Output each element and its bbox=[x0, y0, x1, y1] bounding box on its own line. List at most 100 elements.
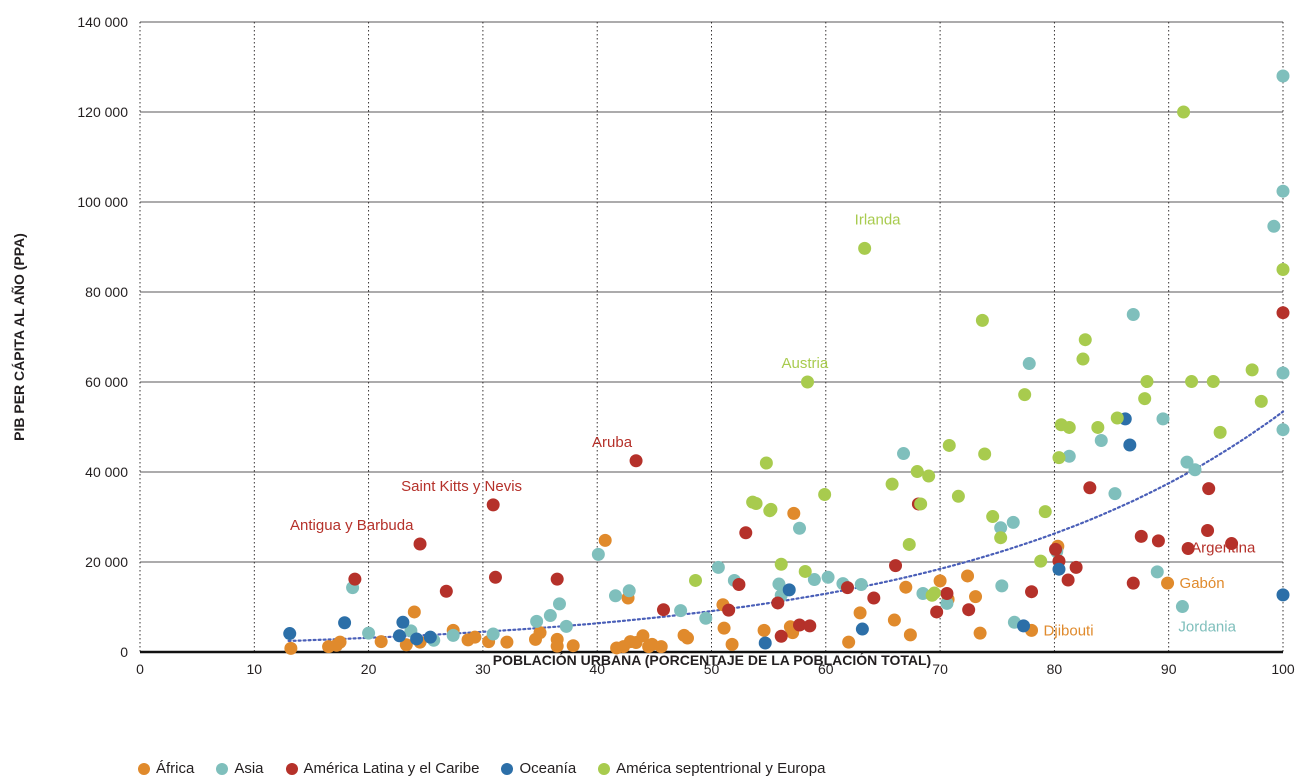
point-asia bbox=[1276, 366, 1290, 380]
point-america-latina-y-el-caribe bbox=[486, 498, 500, 512]
legend-label: África bbox=[156, 760, 195, 777]
point-america-septentrional-y-europa bbox=[1138, 392, 1152, 406]
point-america-latina-y-el-caribe bbox=[732, 578, 746, 591]
legend-swatch bbox=[216, 762, 229, 775]
point-africa bbox=[969, 590, 983, 604]
point-america-septentrional-y-europa bbox=[1254, 394, 1268, 408]
x-tick-label: 80 bbox=[1047, 661, 1063, 677]
point-asia bbox=[793, 521, 807, 535]
point-america-septentrional-y-europa bbox=[858, 241, 872, 255]
point-africa bbox=[468, 630, 482, 644]
grid bbox=[139, 21, 1284, 654]
point-america-latina-y-el-caribe bbox=[629, 454, 643, 468]
point-africa bbox=[973, 626, 987, 640]
point-oceania bbox=[396, 615, 410, 629]
point-africa bbox=[725, 637, 739, 651]
annotation-label: Argentina bbox=[1191, 540, 1256, 557]
point-america-septentrional-y-europa bbox=[759, 456, 773, 470]
point-asia bbox=[821, 570, 835, 584]
point-america-septentrional-y-europa bbox=[1038, 505, 1052, 519]
point-america-septentrional-y-europa bbox=[1245, 363, 1259, 377]
point-africa bbox=[933, 574, 947, 588]
point-asia bbox=[699, 611, 713, 625]
legend-item: América septentrional y Europa bbox=[598, 760, 825, 777]
point-africa bbox=[899, 580, 913, 594]
point-america-septentrional-y-europa bbox=[942, 438, 956, 452]
point-asia bbox=[995, 579, 1009, 593]
point-africa bbox=[374, 635, 388, 649]
y-tick-label: 100 000 bbox=[77, 194, 128, 210]
point-america-septentrional-y-europa bbox=[902, 537, 916, 551]
point-america-latina-y-el-caribe bbox=[1083, 481, 1097, 495]
point-africa bbox=[500, 635, 514, 649]
point-africa bbox=[680, 631, 694, 645]
point-africa bbox=[787, 506, 801, 520]
y-tick-label: 60 000 bbox=[85, 374, 128, 390]
x-tick-label: 40 bbox=[589, 661, 605, 677]
x-tick-label: 90 bbox=[1161, 661, 1177, 677]
point-america-latina-y-el-caribe bbox=[722, 603, 736, 617]
point-america-septentrional-y-europa bbox=[764, 502, 778, 516]
point-asia bbox=[1150, 565, 1164, 579]
y-tick-label: 40 000 bbox=[85, 464, 128, 480]
point-asia bbox=[940, 596, 954, 610]
y-tick-label: 0 bbox=[120, 644, 128, 660]
point-america-latina-y-el-caribe bbox=[940, 587, 954, 600]
point-asia bbox=[591, 547, 605, 561]
point-africa bbox=[961, 569, 975, 583]
point-america-septentrional-y-europa bbox=[1206, 375, 1220, 389]
point-oceania bbox=[1017, 619, 1031, 633]
point-asia bbox=[1276, 423, 1290, 437]
point-oceania bbox=[1052, 562, 1066, 576]
point-oceania bbox=[758, 636, 772, 650]
point-asia bbox=[1006, 515, 1020, 529]
annotation-label: Gabón bbox=[1180, 575, 1225, 592]
legend-swatch bbox=[501, 762, 514, 775]
point-oceania bbox=[1276, 588, 1290, 602]
point-america-latina-y-el-caribe bbox=[867, 591, 881, 605]
point-asia bbox=[897, 447, 911, 461]
point-america-latina-y-el-caribe bbox=[1151, 534, 1165, 548]
point-asia bbox=[552, 597, 566, 611]
point-asia bbox=[807, 573, 821, 587]
point-america-latina-y-el-caribe bbox=[803, 619, 817, 633]
point-america-septentrional-y-europa bbox=[1078, 333, 1092, 347]
x-tick-label: 20 bbox=[361, 661, 377, 677]
legend-label: América Latina y el Caribe bbox=[303, 760, 480, 777]
point-africa bbox=[550, 639, 564, 653]
point-africa bbox=[407, 605, 421, 619]
point-asia bbox=[559, 619, 573, 633]
point-america-latina-y-el-caribe bbox=[1276, 306, 1290, 320]
x-tick-label: 30 bbox=[475, 661, 491, 677]
point-asia bbox=[1126, 308, 1140, 321]
point-america-septentrional-y-europa bbox=[910, 465, 924, 479]
point-america-septentrional-y-europa bbox=[1034, 554, 1048, 568]
point-oceania bbox=[283, 627, 297, 641]
point-africa bbox=[853, 606, 867, 620]
point-america-latina-y-el-caribe bbox=[771, 596, 785, 610]
point-america-septentrional-y-europa bbox=[818, 488, 832, 501]
point-africa bbox=[598, 533, 612, 547]
point-america-septentrional-y-europa bbox=[1276, 263, 1290, 276]
annotation-label: Austria bbox=[782, 355, 829, 372]
legend-label: América septentrional y Europa bbox=[616, 760, 826, 777]
point-africa bbox=[887, 613, 901, 627]
legend-swatch bbox=[138, 762, 150, 775]
point-asia bbox=[1267, 219, 1281, 233]
point-africa bbox=[757, 623, 771, 637]
y-tick-label: 120 000 bbox=[77, 104, 128, 120]
point-america-septentrional-y-europa bbox=[951, 489, 965, 503]
point-asia bbox=[530, 614, 544, 628]
point-asia bbox=[1276, 69, 1290, 83]
point-africa bbox=[533, 626, 547, 640]
legend-item: América Latina y el Caribe bbox=[285, 760, 480, 777]
point-africa bbox=[654, 640, 668, 654]
legend-swatch bbox=[598, 762, 611, 775]
point-america-septentrional-y-europa bbox=[922, 469, 936, 483]
point-africa bbox=[333, 635, 347, 649]
point-africa bbox=[636, 629, 650, 643]
point-america-septentrional-y-europa bbox=[978, 447, 992, 461]
point-asia bbox=[1108, 487, 1122, 501]
point-america-septentrional-y-europa bbox=[885, 477, 899, 491]
point-asia bbox=[1188, 463, 1202, 477]
